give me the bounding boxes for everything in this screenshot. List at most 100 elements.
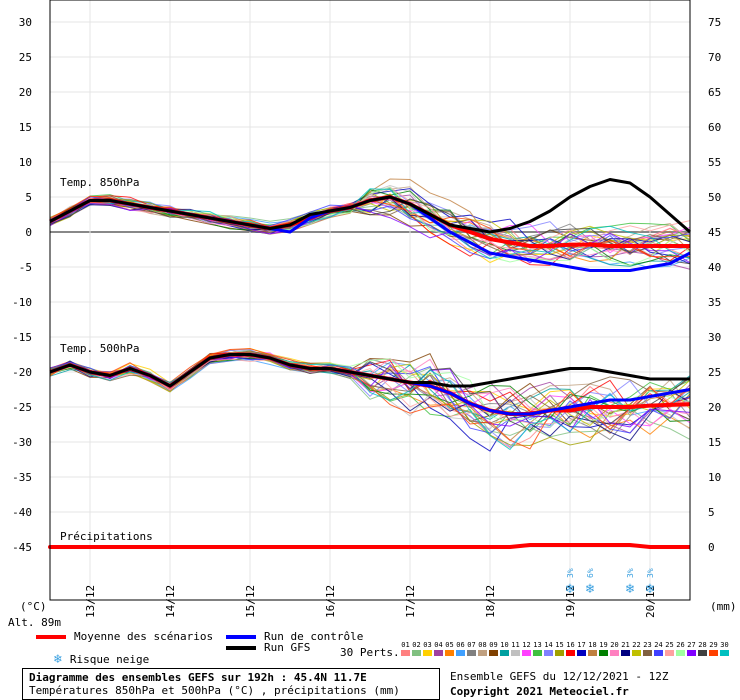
snowflake-icon: ❄: [586, 581, 595, 597]
pert-legend-item: 22: [631, 641, 642, 656]
pert-legend-item: 21: [620, 641, 631, 656]
left-tick-label: -45: [12, 541, 32, 554]
pert-swatch: [676, 650, 685, 656]
left-tick-label: 5: [25, 191, 32, 204]
pert-number: 19: [599, 641, 608, 649]
legend-snow-label: Risque neige: [69, 653, 150, 666]
pert-swatch: [456, 650, 465, 656]
title-box: Diagramme des ensembles GEFS sur 192h : …: [22, 668, 440, 700]
pert-swatch: [720, 650, 729, 656]
left-tick-label: -20: [12, 366, 32, 379]
snow-risk-pct: 3%: [566, 568, 575, 578]
pert-swatch: [588, 650, 597, 656]
chart-subtitle: Températures 850hPa et 500hPa (°C) , pré…: [29, 684, 400, 697]
left-tick-label: 0: [25, 226, 32, 239]
pert-swatch: [412, 650, 421, 656]
grid: [50, 0, 690, 600]
pert-legend-item: 10: [499, 641, 510, 656]
snow-risk-pct: 6%: [586, 568, 595, 578]
left-tick-label: 25: [19, 51, 32, 64]
pert-legend-item: 16: [565, 641, 576, 656]
pert-swatch: [445, 650, 454, 656]
right-tick-label: 35: [708, 296, 721, 309]
x-tick-label: 20/12: [644, 585, 657, 618]
perturbation-line: [49, 191, 691, 250]
pert-swatch: [665, 650, 674, 656]
snowflake-icon: ❄: [566, 581, 575, 597]
pert-legend-item: 24: [653, 641, 664, 656]
snowflake-icon: ❄: [626, 581, 635, 597]
snow-risk-pct: 3%: [646, 568, 655, 578]
pert-swatch: [511, 650, 520, 656]
pert-swatch: [577, 650, 586, 656]
pert-legend-item: 03: [422, 641, 433, 656]
pert-number: 11: [511, 641, 520, 649]
pert-swatch: [654, 650, 663, 656]
pert-legend-item: 01: [400, 641, 411, 656]
pert-legend-item: 05: [444, 641, 455, 656]
pert-number: 14: [544, 641, 553, 649]
pert-legend-item: 29: [708, 641, 719, 656]
pert-legend-item: 26: [675, 641, 686, 656]
pert-legend-item: 12: [521, 641, 532, 656]
x-tick-label: 16/12: [324, 585, 337, 618]
pert-number: 09: [489, 641, 498, 649]
left-tick-label: -35: [12, 471, 32, 484]
x-tick-label: 18/12: [484, 585, 497, 618]
x-tick-label: 19/12: [564, 585, 577, 618]
left-tick-label: -40: [12, 506, 32, 519]
pert-number: 02: [412, 641, 421, 649]
pert-swatch: [544, 650, 553, 656]
left-tick-label: 20: [19, 86, 32, 99]
right-tick-label: 60: [708, 121, 721, 134]
right-axis-unit: (mm): [710, 600, 737, 613]
right-tick-label: 25: [708, 366, 721, 379]
plot-frame: [49, 0, 691, 601]
right-tick-label: 65: [708, 86, 721, 99]
perturbation-line: [49, 352, 691, 439]
x-tick-label: 15/12: [244, 585, 257, 618]
left-tick-label: -25: [12, 401, 32, 414]
ensemble-info: Ensemble GEFS du 12/12/2021 - 12Z: [450, 670, 669, 683]
pert-number: 26: [676, 641, 685, 649]
pert-legend-item: 18: [587, 641, 598, 656]
pert-swatch: [533, 650, 542, 656]
copyright: Copyright 2021 Meteociel.fr: [450, 685, 629, 698]
left-tick-label: 30: [19, 16, 32, 29]
series-line: [48, 543, 690, 549]
right-tick-label: 30: [708, 331, 721, 344]
pert-swatch: [478, 650, 487, 656]
x-tick-label: 14/12: [164, 585, 177, 618]
pert-number: 16: [566, 641, 575, 649]
main-series: [48, 178, 691, 549]
pert-number: 25: [665, 641, 674, 649]
pert-number: 21: [621, 641, 630, 649]
panel-label-850: Temp. 850hPa: [60, 176, 139, 189]
legend-gfs-swatch: [226, 646, 256, 650]
pert-number: 29: [709, 641, 718, 649]
pert-number: 01: [401, 641, 410, 649]
pert-legend-item: 27: [686, 641, 697, 656]
right-tick-label: 15: [708, 436, 721, 449]
x-tick-label: 13/12: [84, 585, 97, 618]
chart-title: Diagramme des ensembles GEFS sur 192h : …: [29, 671, 367, 684]
pert-legend-item: 17: [576, 641, 587, 656]
pert-swatch: [555, 650, 564, 656]
right-tick-label: 50: [708, 191, 721, 204]
pert-swatch: [687, 650, 696, 656]
pert-number: 30: [720, 641, 729, 649]
pert-number: 13: [533, 641, 542, 649]
pert-swatch: [566, 650, 575, 656]
panel-label-500: Temp. 500hPa: [60, 342, 139, 355]
left-tick-label: -10: [12, 296, 32, 309]
pert-number: 15: [555, 641, 564, 649]
pert-legend-item: 28: [697, 641, 708, 656]
legend-control-label: Run de contrôle: [264, 630, 364, 643]
pert-swatch: [434, 650, 443, 656]
pert-legend-item: 25: [664, 641, 675, 656]
legend-gfs: Run GFS: [226, 641, 310, 654]
pert-swatch: [489, 650, 498, 656]
right-tick-label: 70: [708, 51, 721, 64]
pert-number: 20: [610, 641, 619, 649]
